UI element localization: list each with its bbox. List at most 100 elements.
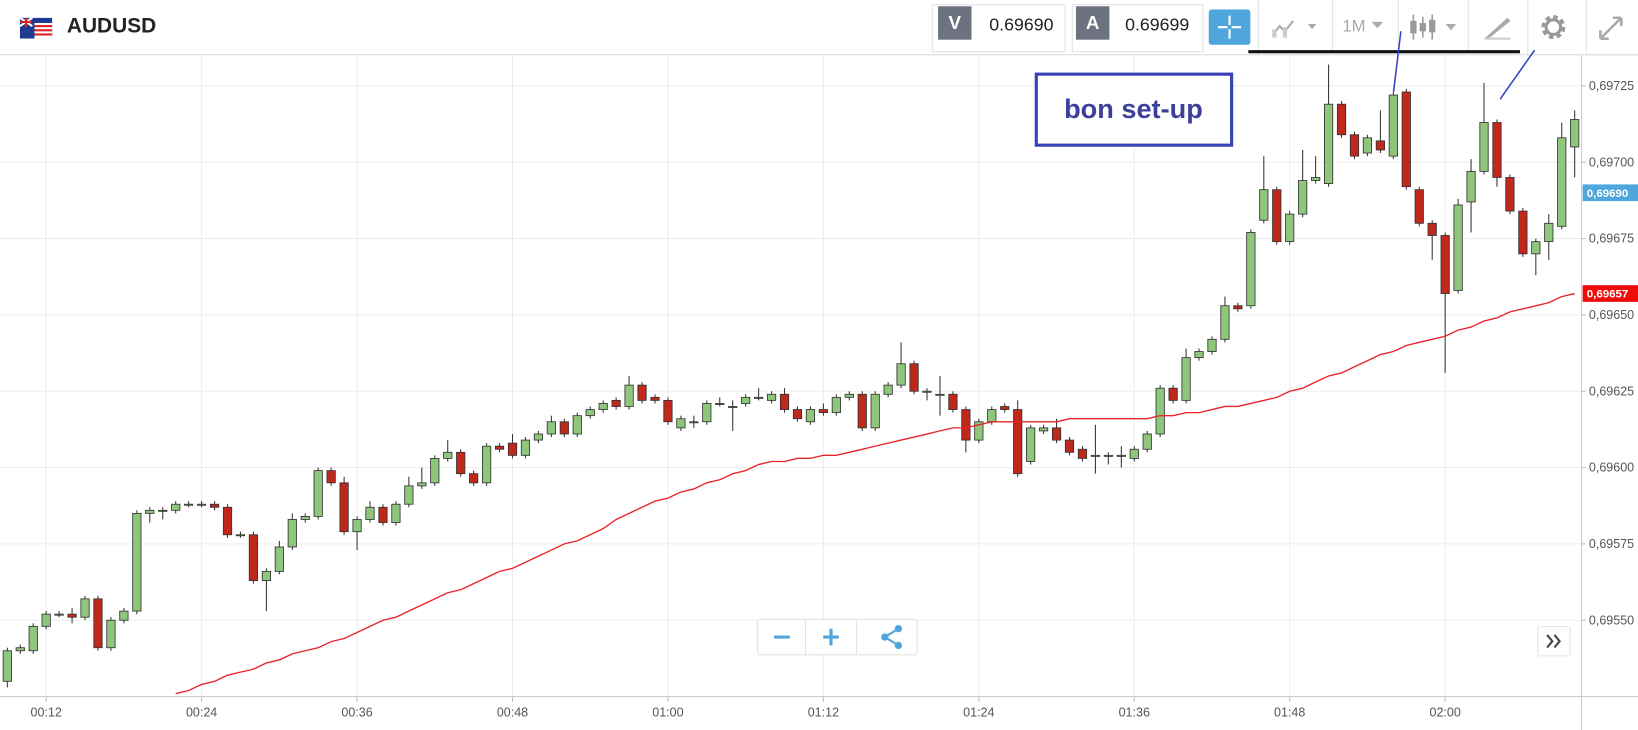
candle-body bbox=[417, 482, 427, 487]
expand-button[interactable] bbox=[1597, 15, 1624, 42]
candle-body bbox=[300, 516, 310, 520]
toolbar-underline bbox=[1248, 50, 1520, 54]
candle-body bbox=[598, 403, 608, 410]
candle-body bbox=[132, 512, 142, 612]
candle-body bbox=[1401, 91, 1411, 188]
ask-price: 0.69699 bbox=[1125, 14, 1190, 35]
candle-body bbox=[559, 421, 569, 435]
candle-body bbox=[715, 403, 725, 405]
candle-body bbox=[1246, 232, 1256, 307]
candle-body bbox=[1000, 406, 1010, 410]
share-button[interactable] bbox=[881, 625, 903, 650]
candle-body bbox=[1013, 409, 1023, 475]
settings-button[interactable] bbox=[1540, 14, 1567, 41]
price-marker-label: 0,69690 bbox=[1587, 188, 1628, 200]
annotation-line bbox=[1392, 31, 1402, 92]
candle-body bbox=[222, 506, 233, 536]
candle-body bbox=[469, 473, 479, 484]
candle-body bbox=[430, 457, 440, 484]
x-tick-label: 02:00 bbox=[1429, 705, 1460, 719]
bid-price: 0.69690 bbox=[989, 14, 1054, 35]
separator bbox=[1257, 0, 1259, 55]
timeframe[interactable]: 1M bbox=[1342, 17, 1366, 36]
separator bbox=[1585, 0, 1587, 55]
candle-body bbox=[857, 393, 867, 429]
header: AUDUSD V 0.69690 A 0.69699 1M bbox=[0, 0, 1638, 56]
crosshair-button[interactable] bbox=[1208, 9, 1251, 45]
y-tick-label: 0,69675 bbox=[1589, 232, 1634, 246]
zoom-in-button[interactable] bbox=[823, 628, 839, 646]
candle-body bbox=[2, 650, 12, 682]
candle-body bbox=[1557, 137, 1567, 227]
candle-body bbox=[456, 451, 466, 475]
candle-type-button[interactable] bbox=[1407, 13, 1457, 42]
candle-body bbox=[922, 390, 932, 393]
candle-body bbox=[339, 482, 349, 533]
candle-body bbox=[883, 384, 893, 395]
candle-body bbox=[1505, 177, 1515, 212]
y-tick-label: 0,69625 bbox=[1589, 384, 1634, 398]
x-tick-label: 01:12 bbox=[808, 705, 839, 719]
candle-body bbox=[106, 619, 116, 649]
candle-body bbox=[1479, 122, 1489, 172]
separator bbox=[1467, 0, 1469, 55]
annotation-line bbox=[1499, 49, 1536, 100]
candle-body bbox=[1272, 189, 1282, 243]
candle-body bbox=[585, 409, 595, 417]
candle-body bbox=[1298, 180, 1308, 215]
drawing-button[interactable] bbox=[1481, 14, 1512, 41]
candle-body bbox=[1414, 189, 1424, 224]
candle-body bbox=[1336, 103, 1347, 136]
candle-body bbox=[313, 470, 323, 517]
candle-body bbox=[235, 534, 246, 537]
separator bbox=[1331, 0, 1333, 55]
symbol[interactable]: AUDUSD bbox=[66, 14, 157, 38]
candle-body bbox=[909, 363, 919, 392]
candle-body bbox=[1570, 119, 1580, 148]
candle-body bbox=[624, 384, 634, 407]
candle-body bbox=[948, 393, 958, 410]
candle-body bbox=[209, 503, 220, 508]
candle-body bbox=[404, 485, 414, 505]
candle-body bbox=[67, 613, 77, 618]
candle-body bbox=[831, 396, 841, 414]
candle-body bbox=[1453, 204, 1463, 291]
candle-body bbox=[184, 503, 194, 506]
candle-body bbox=[274, 546, 284, 572]
candle-body bbox=[896, 363, 906, 386]
candle-body bbox=[1259, 189, 1269, 221]
candle-body bbox=[1492, 122, 1502, 178]
candle-body bbox=[507, 442, 518, 456]
candle-body bbox=[1194, 351, 1204, 359]
x-tick-label: 01:48 bbox=[1274, 705, 1305, 719]
price-marker bbox=[1582, 184, 1638, 202]
candle-body bbox=[935, 393, 945, 396]
candle-body bbox=[1388, 94, 1398, 157]
x-tick-label: 00:24 bbox=[186, 705, 217, 719]
zoom-controls bbox=[756, 618, 918, 656]
candle-body bbox=[870, 393, 880, 429]
candle-body bbox=[1544, 222, 1554, 243]
candle-body bbox=[197, 503, 207, 506]
candle-body bbox=[15, 647, 25, 652]
candle-body bbox=[1440, 235, 1450, 294]
candle-body bbox=[1311, 177, 1321, 181]
bid-label: V bbox=[938, 6, 972, 40]
candle-body bbox=[702, 403, 712, 423]
y-tick-label: 0,69550 bbox=[1589, 613, 1634, 627]
candle-body bbox=[637, 384, 647, 401]
candle-body bbox=[1466, 170, 1476, 203]
candle-body bbox=[572, 415, 582, 435]
candle-body bbox=[54, 613, 64, 616]
candle-body bbox=[352, 519, 362, 533]
chart-type-button[interactable] bbox=[1270, 15, 1320, 40]
candle-body bbox=[443, 451, 453, 459]
x-tick-label: 01:00 bbox=[652, 705, 683, 719]
candle-body bbox=[611, 399, 621, 407]
candle-body bbox=[28, 625, 38, 652]
scroll-right-button[interactable] bbox=[1537, 626, 1571, 657]
candle-body bbox=[1064, 439, 1075, 453]
